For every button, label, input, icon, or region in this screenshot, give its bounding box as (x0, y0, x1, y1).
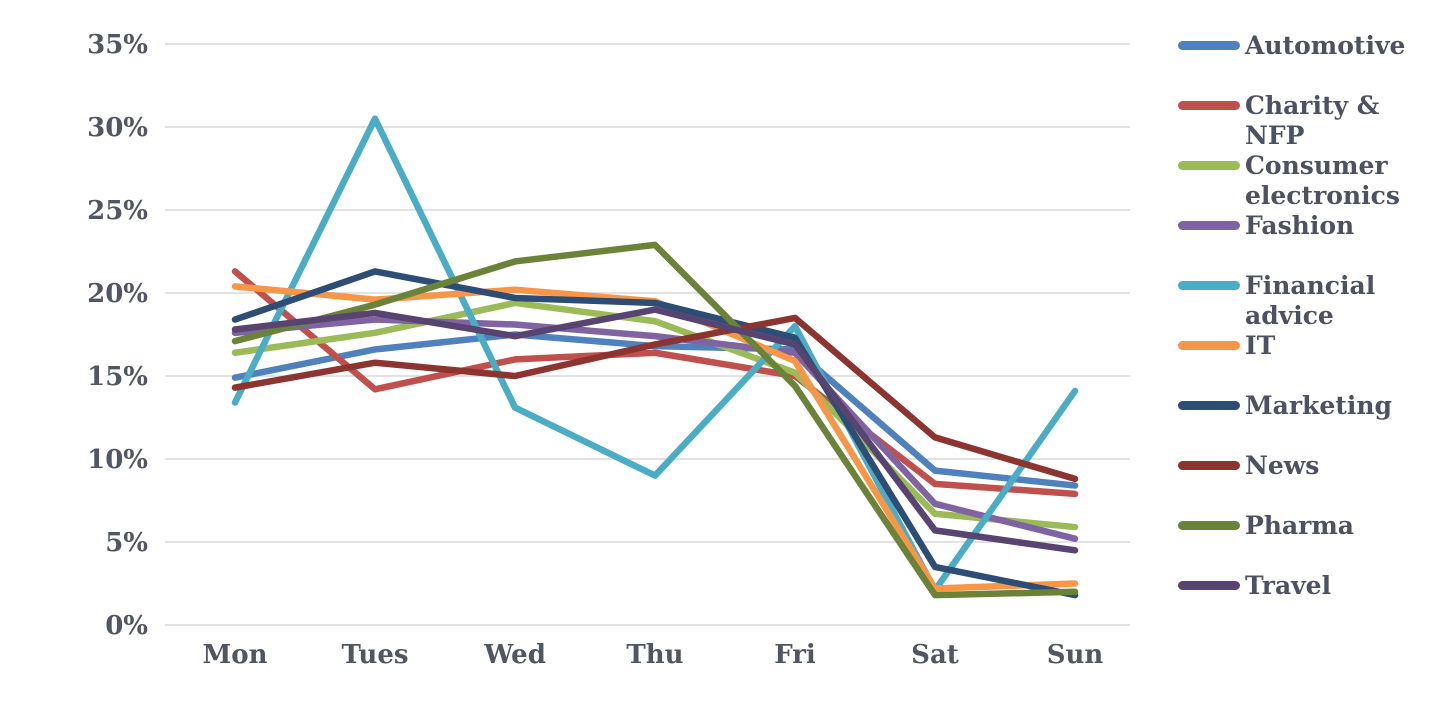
legend-item: Automotive (1178, 31, 1418, 61)
series-line-fashion (231, 316, 1079, 542)
legend-swatch-icon (1178, 41, 1240, 50)
x-tick-label: Sun (1047, 640, 1104, 670)
legend-label: Pharma (1245, 511, 1354, 540)
y-tick-label: 0% (105, 611, 148, 641)
series-line-automotive (231, 331, 1079, 489)
series-line-charity-nfp (231, 268, 1079, 498)
y-tick-label: 35% (87, 30, 148, 60)
legend-label: Marketing (1245, 391, 1392, 420)
legend-label: Automotive (1245, 31, 1406, 60)
legend-label: News (1245, 451, 1320, 480)
series-line-travel (231, 306, 1079, 554)
legend-label: Financial advice (1245, 271, 1376, 330)
legend-item: IT (1178, 331, 1418, 361)
x-tick-label: Mon (202, 640, 267, 670)
x-axis-labels: Mon Tues Wed Thu Fri Sat Sun (202, 640, 1103, 670)
legend-swatch-icon (1178, 281, 1240, 290)
legend-swatch-icon (1178, 161, 1240, 170)
legend-swatch-icon (1178, 101, 1240, 110)
series-line-pharma (231, 241, 1079, 599)
legend-swatch-icon (1178, 341, 1240, 350)
series-line-marketing (231, 268, 1079, 599)
legend-item: Fashion (1178, 211, 1418, 241)
series-line-consumer-electronics (231, 299, 1079, 531)
y-tick-label: 15% (87, 362, 148, 392)
legend-item: Charity & NFP (1178, 91, 1418, 151)
legend-label: Travel (1245, 571, 1332, 600)
legend-swatch-icon (1178, 221, 1240, 230)
x-tick-label: Tues (341, 640, 408, 670)
y-axis-labels: 0% 5% 10% 15% 20% 25% 30% 35% (87, 30, 148, 641)
x-tick-label: Wed (483, 640, 546, 670)
legend-label: Consumer electronics (1245, 151, 1400, 210)
legend-swatch-icon (1178, 581, 1240, 590)
legend-label: Fashion (1245, 211, 1355, 240)
legend-item: News (1178, 451, 1418, 481)
legend-label: IT (1245, 331, 1276, 360)
x-tick-label: Fri (774, 640, 816, 670)
legend-swatch-icon (1178, 401, 1240, 410)
legend-swatch-icon (1178, 521, 1240, 530)
legend-item: Consumer electronics (1178, 151, 1418, 211)
y-tick-label: 10% (87, 445, 148, 475)
y-tick-label: 25% (87, 196, 148, 226)
y-tick-label: 30% (87, 113, 148, 143)
x-tick-label: Thu (626, 640, 683, 670)
series-lines (231, 115, 1079, 599)
legend-item: Pharma (1178, 511, 1418, 541)
legend-swatch-icon (1178, 461, 1240, 470)
legend-item: Travel (1178, 571, 1418, 601)
legend-label: Charity & NFP (1245, 91, 1380, 150)
x-tick-label: Sat (911, 640, 959, 670)
y-tick-label: 20% (87, 279, 148, 309)
legend-item: Financial advice (1178, 271, 1418, 331)
legend-item: Marketing (1178, 391, 1418, 421)
y-tick-label: 5% (105, 528, 148, 558)
series-line-news (231, 314, 1079, 483)
